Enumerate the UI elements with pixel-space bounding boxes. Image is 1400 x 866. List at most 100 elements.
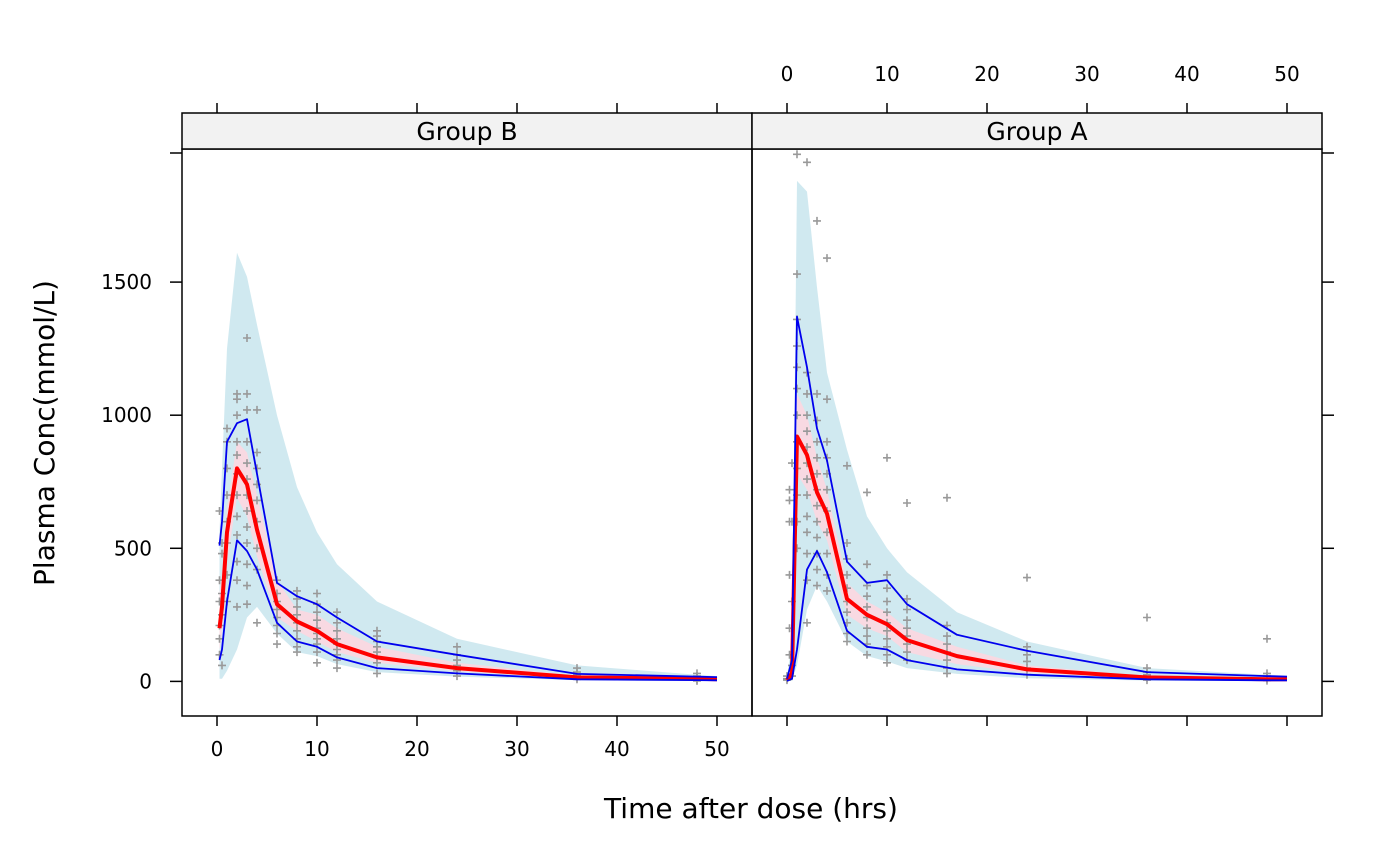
observation-point <box>903 616 911 625</box>
observation-point <box>293 648 301 657</box>
observation-point <box>883 584 891 593</box>
observation-point <box>863 488 871 497</box>
observation-point <box>813 453 821 462</box>
observation-point <box>373 658 381 667</box>
observation-point <box>1263 634 1271 643</box>
observation-point <box>293 586 301 595</box>
observation-point <box>843 637 851 646</box>
observation-point <box>233 389 241 398</box>
upper-percentile-line <box>218 418 718 678</box>
observation-point <box>293 602 301 611</box>
plot-area <box>783 150 1288 685</box>
observation-point <box>243 334 251 342</box>
observation-point <box>233 512 241 521</box>
x-tick-label: 50 <box>704 737 729 761</box>
observation-point <box>233 451 241 460</box>
observation-point <box>823 586 831 595</box>
observation-point <box>813 437 821 446</box>
observation-point <box>803 427 811 436</box>
observation-point <box>863 624 871 633</box>
observation-point <box>333 618 341 627</box>
observation-point <box>863 632 871 641</box>
observation-point <box>243 539 251 547</box>
observation-point <box>903 648 911 657</box>
x-tick-label: 20 <box>974 62 999 86</box>
observation-point <box>273 640 281 649</box>
observation-point <box>823 549 831 558</box>
observation-point <box>223 464 231 473</box>
y-tick-label: 1000 <box>101 403 152 427</box>
observation-point <box>813 581 821 590</box>
observation-point <box>903 594 911 603</box>
x-tick-label: 50 <box>1274 62 1299 86</box>
observation-point <box>313 608 321 617</box>
observation-point <box>843 461 851 470</box>
x-tick-label: 0 <box>211 737 224 761</box>
observation-point <box>793 411 801 420</box>
plot-area <box>215 252 718 685</box>
observation-point <box>823 485 831 494</box>
observation-point <box>313 589 321 598</box>
observation-point <box>843 608 851 617</box>
observation-point <box>813 501 821 510</box>
observation-point <box>273 629 281 638</box>
observation-point <box>233 576 241 585</box>
observation-point <box>243 560 251 569</box>
x-tick-label: 10 <box>304 737 329 761</box>
observation-point <box>243 507 251 515</box>
observation-point <box>785 496 794 505</box>
observation-point <box>823 437 831 446</box>
observation-point <box>293 626 301 635</box>
observation-point <box>863 650 871 659</box>
panel-group-a: Group A <box>751 112 1323 717</box>
observation-point <box>253 496 261 505</box>
observation-point <box>883 453 891 462</box>
observation-point <box>313 616 321 625</box>
observation-point <box>293 610 301 619</box>
observation-point <box>1023 573 1031 582</box>
observation-point <box>943 640 951 649</box>
observation-point <box>813 389 821 398</box>
strip-label: Group A <box>986 117 1087 146</box>
strip-background <box>181 112 753 150</box>
observation-point <box>373 669 381 678</box>
y-axis-title: Plasma Conc(mmol/L) <box>28 280 61 586</box>
observation-point <box>883 650 891 659</box>
observation-point <box>883 597 891 606</box>
observation-point <box>863 560 871 569</box>
observation-point <box>793 270 801 279</box>
observation-point <box>793 384 801 393</box>
observation-point <box>1023 642 1031 651</box>
observation-point <box>223 424 231 433</box>
x-tick-label: 20 <box>404 737 429 761</box>
lower-percentile-line <box>218 539 718 682</box>
observation-point <box>313 648 321 657</box>
x-tick-label: 40 <box>1174 62 1199 86</box>
observation-point <box>793 150 801 159</box>
strip-background <box>751 112 1323 150</box>
observation-point <box>243 389 251 398</box>
observation-point <box>943 669 951 678</box>
observation-point <box>253 618 261 627</box>
observation-point <box>233 602 241 611</box>
observation-point <box>883 570 891 579</box>
observation-point <box>803 576 811 585</box>
observation-point <box>233 531 241 539</box>
outer-prediction-band <box>219 252 717 681</box>
observation-point <box>803 389 811 398</box>
observation-point <box>823 254 831 263</box>
observation-point <box>803 528 811 537</box>
observation-point <box>883 626 891 635</box>
observation-point <box>453 642 461 651</box>
observation-point <box>1143 613 1151 622</box>
observation-point <box>843 539 851 547</box>
observation-point <box>333 626 341 635</box>
observation-point <box>883 608 891 617</box>
observation-point <box>1023 657 1031 666</box>
panel-group-b: Group B <box>181 112 753 717</box>
observation-point <box>943 493 951 502</box>
median-line <box>217 466 718 682</box>
observation-point <box>903 605 911 614</box>
observation-point <box>253 405 261 414</box>
observation-point <box>253 448 261 457</box>
